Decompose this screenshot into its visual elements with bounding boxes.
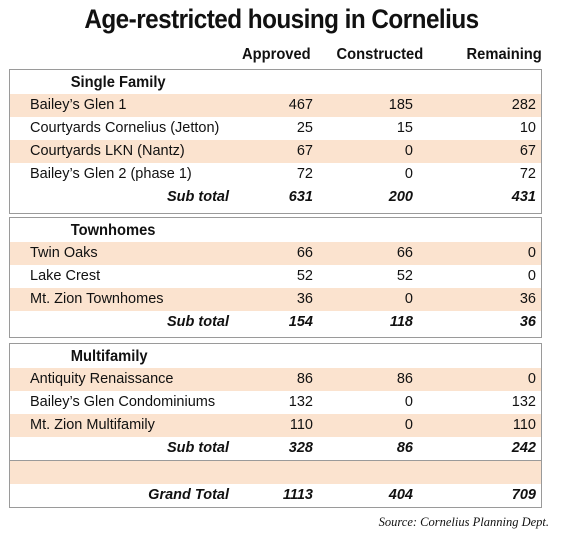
spacer-row — [10, 461, 541, 484]
cell-constructed: 0 — [404, 417, 413, 433]
cell-constructed: 0 — [404, 166, 413, 182]
table-row: Bailey’s Glen 2 (phase 1) 72 0 72 — [10, 163, 541, 186]
row-name: Bailey’s Glen 2 (phase 1) — [30, 166, 192, 182]
cell-approved: 1113 — [282, 487, 313, 503]
row-name: Courtyards Cornelius (Jetton) — [30, 120, 220, 136]
cell-approved: 25 — [296, 120, 313, 136]
section-title: Townhomes — [70, 222, 156, 239]
subtotal-label: Sub total — [166, 440, 229, 456]
section-title: Multifamily — [70, 348, 148, 365]
grand-total-label: Grand Total — [148, 487, 229, 503]
cell-approved: 132 — [288, 394, 313, 410]
table-row: Courtyards LKN (Nantz) 67 0 67 — [10, 140, 541, 163]
cell-constructed: 15 — [396, 120, 413, 136]
cell-remaining: 0 — [527, 371, 536, 387]
row-name: Twin Oaks — [30, 245, 98, 261]
row-name: Lake Crest — [30, 268, 101, 284]
subtotal-row: Sub total 631 200 431 — [10, 186, 541, 209]
cell-approved: 154 — [288, 314, 313, 330]
cell-constructed: 118 — [389, 314, 413, 330]
cell-remaining: 36 — [519, 314, 536, 330]
table-row: Mt. Zion Townhomes 36 0 36 — [10, 288, 541, 311]
section-title: Single Family — [70, 74, 166, 91]
row-name: Mt. Zion Townhomes — [30, 291, 164, 307]
table-row: Antiquity Renaissance 86 86 0 — [10, 368, 541, 391]
row-name: Courtyards LKN (Nantz) — [30, 143, 185, 159]
cell-constructed: 404 — [388, 487, 413, 503]
cell-remaining: 36 — [519, 291, 536, 307]
cell-remaining: 10 — [519, 120, 536, 136]
cell-constructed: 52 — [396, 268, 413, 284]
cell-approved: 86 — [296, 371, 313, 387]
source-note: Source: Cornelius Planning Dept. — [378, 515, 549, 529]
section-single-family: Single Family Bailey’s Glen 1 467 185 28… — [9, 69, 542, 214]
cell-approved: 36 — [296, 291, 313, 307]
cell-approved: 72 — [296, 166, 313, 182]
cell-remaining: 0 — [527, 268, 536, 284]
grand-total-row: Grand Total 1113 404 709 — [10, 484, 541, 507]
cell-approved: 52 — [296, 268, 313, 284]
column-header-approved: Approved — [242, 46, 311, 63]
table-row: Mt. Zion Multifamily 110 0 110 — [10, 414, 541, 437]
cell-approved: 110 — [289, 417, 313, 433]
row-name: Bailey’s Glen Condominiums — [30, 394, 216, 410]
subtotal-label: Sub total — [166, 189, 229, 205]
cell-remaining: 431 — [511, 189, 536, 205]
cell-remaining: 242 — [511, 440, 536, 456]
cell-constructed: 86 — [396, 440, 413, 456]
cell-remaining: 67 — [519, 143, 536, 159]
cell-approved: 631 — [288, 189, 313, 205]
cell-remaining: 132 — [511, 394, 536, 410]
cell-remaining: 72 — [519, 166, 536, 182]
column-header-constructed: Constructed — [336, 46, 423, 63]
table-row: Twin Oaks 66 66 0 — [10, 242, 541, 265]
cell-remaining: 709 — [511, 487, 536, 503]
cell-approved: 467 — [288, 97, 313, 113]
subtotal-row: Sub total 154 118 36 — [10, 311, 541, 334]
cell-constructed: 200 — [388, 189, 413, 205]
cell-approved: 67 — [296, 143, 313, 159]
row-name: Mt. Zion Multifamily — [30, 417, 155, 433]
cell-constructed: 86 — [396, 371, 413, 387]
subtotal-row: Sub total 328 86 242 — [10, 437, 541, 460]
cell-constructed: 66 — [396, 245, 413, 261]
section-townhomes: Townhomes Twin Oaks 66 66 0 Lake Crest 5… — [9, 217, 542, 338]
cell-constructed: 0 — [404, 291, 413, 307]
cell-approved: 328 — [288, 440, 313, 456]
page-title: Age-restricted housing in Cornelius — [84, 4, 479, 34]
table-row: Bailey’s Glen Condominiums 132 0 132 — [10, 391, 541, 414]
cell-remaining: 282 — [511, 97, 536, 113]
table-row: Courtyards Cornelius (Jetton) 25 15 10 — [10, 117, 541, 140]
row-name: Antiquity Renaissance — [30, 371, 174, 387]
cell-constructed: 0 — [404, 143, 413, 159]
cell-remaining: 0 — [527, 245, 536, 261]
cell-approved: 66 — [296, 245, 313, 261]
cell-constructed: 0 — [404, 394, 413, 410]
cell-constructed: 185 — [388, 97, 413, 113]
table-row: Bailey’s Glen 1 467 185 282 — [10, 94, 541, 117]
table-row: Lake Crest 52 52 0 — [10, 265, 541, 288]
column-header-remaining: Remaining — [466, 46, 542, 63]
subtotal-label: Sub total — [166, 314, 229, 330]
section-multifamily: Multifamily Antiquity Renaissance 86 86 … — [9, 343, 542, 464]
cell-remaining: 110 — [512, 417, 536, 433]
grand-total-section: Grand Total 1113 404 709 — [9, 460, 542, 508]
row-name: Bailey’s Glen 1 — [30, 97, 127, 113]
